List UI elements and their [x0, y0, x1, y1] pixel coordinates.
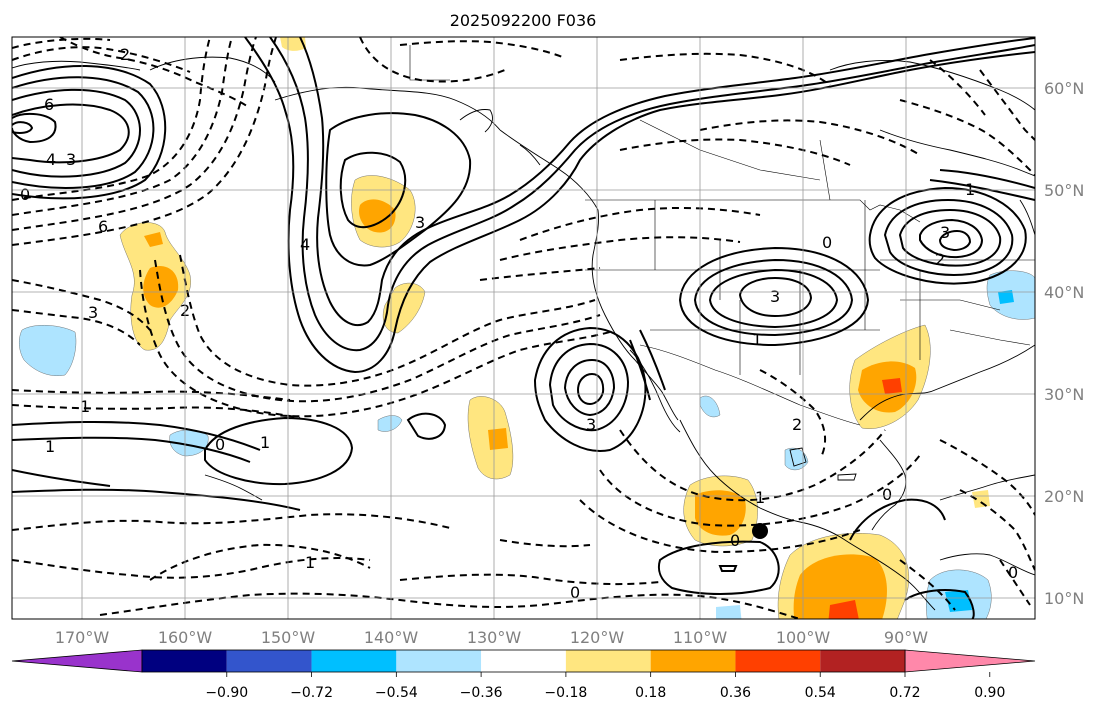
contour-label: 0: [730, 531, 740, 550]
colorbar-label: 0.90: [974, 685, 1005, 701]
contour-label: 0: [1008, 563, 1018, 582]
shade-yellow: [280, 37, 306, 51]
longitude-tick-label: 110°W: [673, 628, 728, 647]
map-area: 6 4 3 2 1 0 0 1 2 3 4 6 3 3 3 3 2 1 0 1 …: [12, 37, 1035, 619]
shade-orange: [695, 490, 746, 536]
colorbar-segment: [565, 650, 651, 672]
colorbar-label: −0.54: [375, 685, 418, 701]
colorbar-label: 0.54: [805, 685, 836, 701]
colorbar-segment: [650, 650, 736, 672]
colorbar-extend-high: [904, 649, 1036, 673]
colorbar-segment: [396, 650, 482, 672]
shade-red: [828, 600, 859, 619]
shade-lightblue: [699, 395, 721, 418]
figure-title: 2025092200 F036: [450, 11, 597, 30]
colorbar-label: 0.72: [889, 685, 920, 701]
longitude-labels: 170°W 160°W 150°W 140°W 130°W 120°W 110°W 100°W…: [55, 628, 928, 647]
contour-label: 3: [66, 150, 76, 169]
latitude-tick-label: 20°N: [1044, 487, 1084, 506]
contour-label: 3: [940, 223, 950, 242]
latitude-tick-label: 10°N: [1044, 589, 1084, 608]
colorbar-label: −0.36: [460, 685, 503, 701]
contour-label: 0: [822, 233, 832, 252]
longitude-tick-label: 100°W: [776, 628, 831, 647]
colorbar-label: 0.36: [720, 685, 751, 701]
colorbar-segment: [226, 650, 312, 672]
contour-label: 3: [88, 303, 98, 322]
colorbar-segment: [735, 650, 821, 672]
longitude-tick-label: 160°W: [158, 628, 213, 647]
contour-label: 0: [882, 485, 892, 504]
colorbar-outline: [141, 649, 906, 673]
map-frame: [11, 36, 1036, 620]
colorbar-segment: [820, 650, 905, 672]
shade-orange: [488, 428, 508, 450]
gridlines: [12, 37, 1035, 619]
shade-lightblue: [377, 415, 403, 432]
longitude-tick-label: 140°W: [364, 628, 419, 647]
contour-label: 1: [260, 433, 270, 452]
longitude-tick-label: 120°W: [570, 628, 625, 647]
shade-yellow: [972, 490, 990, 508]
contour-label: 0: [215, 435, 225, 454]
black-dot: [752, 523, 768, 539]
contour-label: 1: [965, 180, 975, 199]
longitude-tick-label: 170°W: [55, 628, 110, 647]
contour-label: 1: [305, 553, 315, 572]
colorbar-label: 0.18: [635, 685, 666, 701]
shade-orange: [144, 232, 163, 247]
latitude-tick-label: 60°N: [1044, 79, 1084, 98]
colorbar-segment: [311, 650, 397, 672]
shade-lightblue: [716, 605, 742, 619]
longitude-tick-label: 130°W: [467, 628, 522, 647]
longitude-tick-label: 150°W: [261, 628, 316, 647]
contour-label: 1: [45, 437, 55, 456]
colorbar-segment: [142, 650, 227, 672]
latitude-tick-label: 30°N: [1044, 385, 1084, 404]
colorbar-extend-low: [11, 649, 143, 673]
shading-layer: [19, 37, 1035, 619]
latitude-labels: 60°N 50°N 40°N 30°N 20°N 10°N: [1044, 79, 1084, 608]
contour-label: 2: [935, 250, 945, 269]
shade-blue: [998, 290, 1014, 304]
colorbar-label: −0.18: [544, 685, 587, 701]
contour-label: 6: [44, 95, 54, 114]
contour-label: 0: [20, 185, 30, 204]
contour-label: 0: [570, 583, 580, 602]
contour-label: 3: [415, 213, 425, 232]
latitude-tick-label: 40°N: [1044, 283, 1084, 302]
contour-label: 4: [300, 235, 310, 254]
coastlines: [12, 56, 1035, 611]
shade-lightblue: [19, 325, 77, 376]
contour-label: 2: [120, 45, 130, 64]
contour-label: 2: [792, 415, 802, 434]
shade-orange: [359, 199, 396, 233]
latitude-tick-label: 50°N: [1044, 181, 1084, 200]
colorbar-label: −0.90: [205, 685, 248, 701]
contour-label: 1: [752, 330, 762, 349]
longitude-tick-label: 90°W: [884, 628, 928, 647]
contour-label: 1: [755, 488, 765, 507]
contour-label: 3: [586, 415, 596, 434]
shade-blue: [945, 590, 972, 612]
colorbar: −0.90 −0.72 −0.54 −0.36 −0.18 0.18 0.36 0.54 0.7…: [11, 649, 1036, 701]
colorbar-segment: [481, 650, 566, 672]
contour-label: 1: [80, 397, 90, 416]
shade-orange: [793, 554, 887, 619]
shade-red: [882, 378, 902, 394]
colorbar-label: −0.72: [290, 685, 333, 701]
contour-label: 4: [46, 150, 56, 169]
contour-label: 6: [98, 217, 108, 236]
contour-label: 3: [770, 287, 780, 306]
